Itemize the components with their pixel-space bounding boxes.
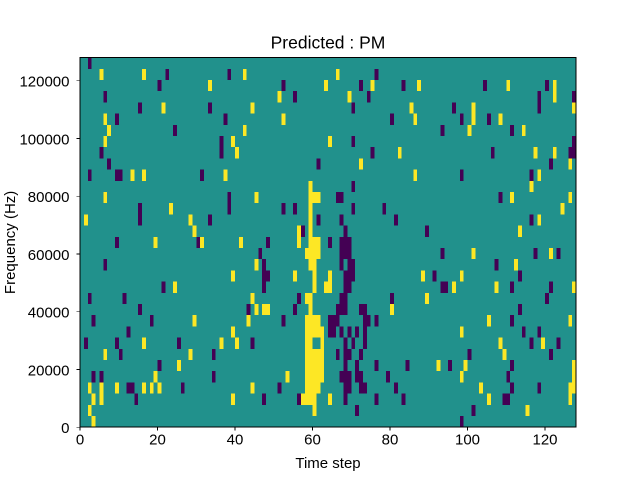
svg-text:60000: 60000 <box>28 247 70 264</box>
svg-text:Frequency (Hz): Frequency (Hz) <box>2 191 19 294</box>
svg-text:40000: 40000 <box>28 305 70 322</box>
svg-text:0: 0 <box>76 432 84 449</box>
svg-text:Predicted : PM: Predicted : PM <box>271 33 386 53</box>
svg-text:100: 100 <box>455 432 480 449</box>
svg-text:100000: 100000 <box>19 131 69 148</box>
svg-text:20000: 20000 <box>28 362 70 379</box>
svg-text:0: 0 <box>61 420 69 437</box>
svg-text:20: 20 <box>149 432 166 449</box>
svg-text:80000: 80000 <box>28 189 70 206</box>
svg-text:120000: 120000 <box>19 74 69 91</box>
svg-text:40: 40 <box>227 432 244 449</box>
svg-text:Time step: Time step <box>295 455 360 472</box>
svg-text:120: 120 <box>532 432 557 449</box>
svg-text:60: 60 <box>304 432 321 449</box>
svg-text:80: 80 <box>382 432 399 449</box>
